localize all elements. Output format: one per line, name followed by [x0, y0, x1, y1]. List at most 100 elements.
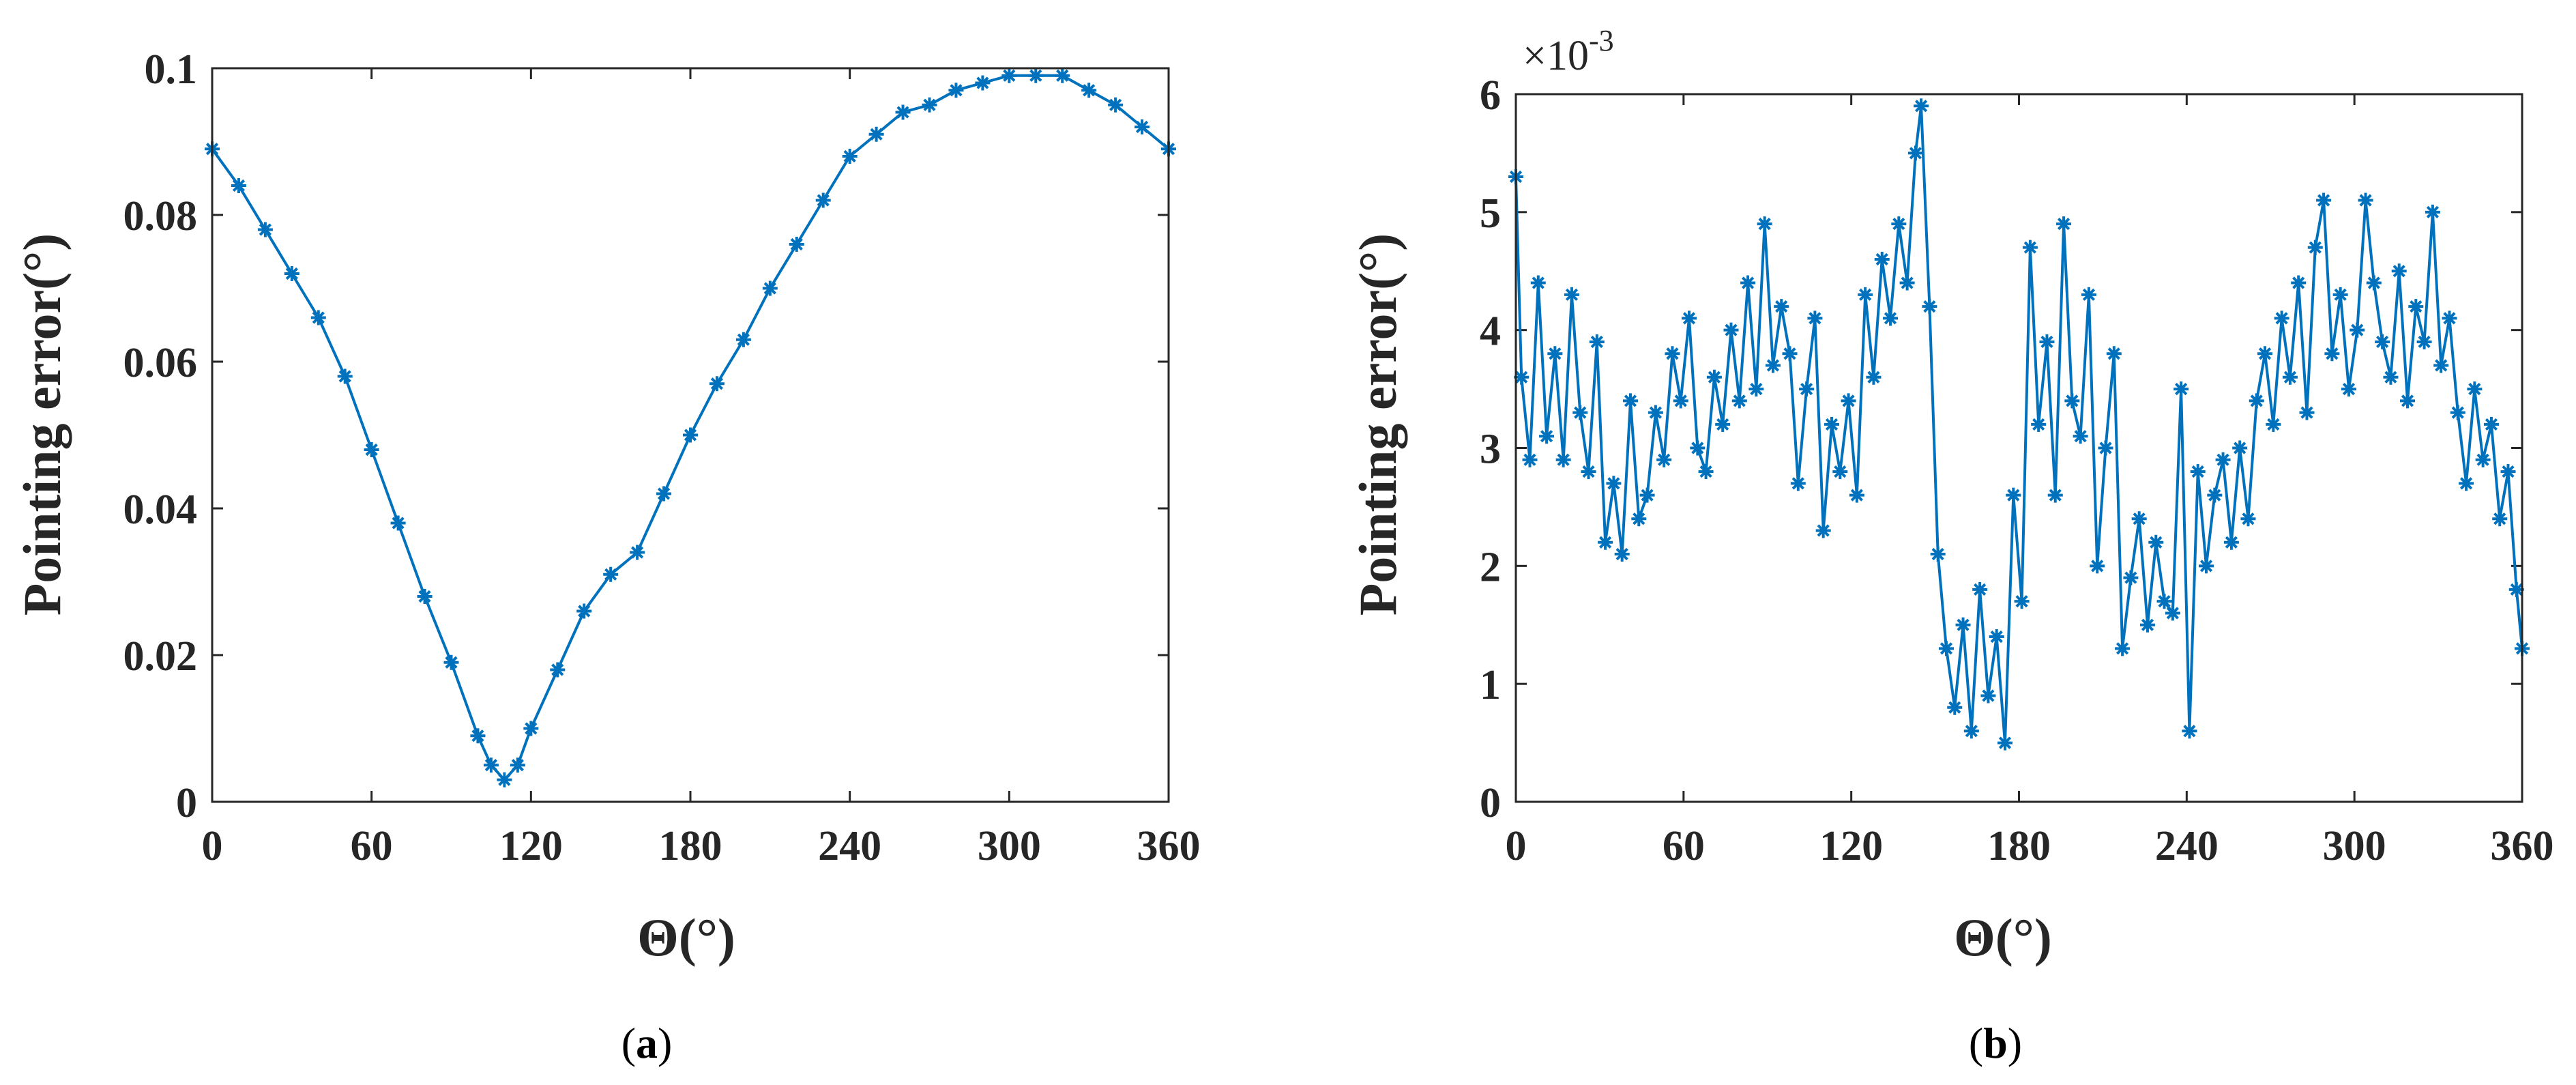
- y-tick-label: 0.02: [123, 633, 198, 680]
- data-point: [2182, 723, 2197, 739]
- chart-b-panel-label: (b): [1969, 1019, 2022, 1067]
- data-point: [2408, 299, 2424, 315]
- data-point: [2090, 558, 2105, 574]
- data-point: [1922, 299, 1937, 315]
- data-point: [1955, 617, 1971, 633]
- data-point: [2500, 464, 2516, 480]
- data-point: [2475, 452, 2491, 467]
- data-point: [310, 310, 326, 326]
- data-point: [2215, 452, 2231, 467]
- y-tick-label: 1: [1480, 662, 1501, 708]
- data-point: [1807, 310, 1823, 326]
- x-tick-label: 240: [2155, 823, 2219, 869]
- data-point: [1631, 511, 1647, 527]
- chart-b-axes-box: [1514, 93, 2523, 803]
- data-point: [1135, 119, 1150, 134]
- data-point: [550, 662, 566, 678]
- data-point: [2442, 310, 2457, 326]
- data-point: [1673, 393, 1688, 409]
- data-point: [2098, 440, 2113, 456]
- data-point: [2014, 594, 2030, 609]
- data-point: [1622, 393, 1638, 409]
- data-point: [2274, 310, 2289, 326]
- data-point: [1849, 487, 1864, 503]
- chart-b-y-tick-labels: 0 1 2 3 4 5 6: [1480, 72, 1501, 826]
- data-point: [2316, 192, 2332, 208]
- data-point: [1841, 393, 1856, 409]
- data-point: [1656, 452, 1672, 467]
- chart-b-x-tick-labels: 0 60 120 180 240 300 360: [1506, 823, 2554, 869]
- data-point: [2366, 275, 2382, 291]
- data-point: [1723, 322, 1739, 338]
- chart-a-axes-box: [211, 67, 1170, 803]
- data-point: [1899, 275, 1915, 291]
- data-point: [2483, 416, 2499, 432]
- data-point: [683, 427, 698, 443]
- data-point: [1774, 299, 1789, 315]
- data-point: [2416, 334, 2432, 349]
- data-point: [1639, 487, 1655, 503]
- x-tick-label: 0: [202, 823, 223, 869]
- data-point: [1572, 405, 1588, 420]
- data-point: [2341, 381, 2356, 397]
- data-point: [2022, 240, 2038, 255]
- y-tick-label: 0: [1480, 780, 1501, 826]
- data-point: [603, 566, 619, 582]
- data-point: [1938, 641, 1954, 656]
- data-point: [2391, 263, 2407, 279]
- data-point: [231, 178, 246, 193]
- data-point: [2425, 204, 2440, 220]
- data-point: [2006, 487, 2021, 503]
- data-point: [1757, 216, 1772, 232]
- x-tick-label: 360: [2491, 823, 2554, 869]
- chart-a-y-axis-label: Pointing error(°): [12, 233, 72, 616]
- data-point: [2131, 511, 2147, 527]
- chart-a-x-axis-label: Θ(°): [637, 908, 735, 967]
- data-point: [2156, 594, 2172, 609]
- data-point: [2282, 369, 2298, 385]
- data-point: [1547, 346, 1563, 362]
- data-point: [390, 515, 406, 531]
- data-point: [257, 222, 273, 237]
- data-point: [1972, 581, 1988, 597]
- data-point: [2433, 358, 2449, 373]
- data-point: [2400, 393, 2416, 409]
- data-point: [1614, 547, 1630, 562]
- data-point: [975, 75, 991, 91]
- x-tick-label: 180: [1987, 823, 2051, 869]
- data-point: [523, 721, 539, 736]
- data-point: [2240, 511, 2256, 527]
- data-point: [762, 280, 778, 296]
- data-point: [1539, 429, 1555, 444]
- data-point: [2291, 275, 2307, 291]
- chart-a-panel-label: (a): [621, 1019, 673, 1067]
- data-point: [922, 97, 937, 113]
- data-point: [2249, 393, 2264, 409]
- data-point: [1589, 334, 1605, 349]
- data-point: [948, 83, 964, 98]
- x-tick-label: 120: [1819, 823, 1883, 869]
- data-point: [1997, 735, 2013, 751]
- chart-a-y-tick-labels: 0 0.02 0.04 0.06 0.08 0.1: [123, 46, 198, 826]
- y-tick-label: 5: [1480, 190, 1501, 237]
- data-point: [1715, 416, 1731, 432]
- y-tick-label: 0.06: [123, 340, 198, 386]
- data-point: [1690, 440, 1706, 456]
- data-point: [2358, 192, 2373, 208]
- data-point: [1858, 287, 1873, 302]
- data-point: [1055, 68, 1070, 83]
- data-point: [1028, 68, 1044, 83]
- data-point: [2047, 487, 2063, 503]
- chart-b-x-axis-label: Θ(°): [1954, 908, 2052, 967]
- data-point: [2207, 487, 2223, 503]
- data-point: [1947, 699, 1963, 715]
- data-point: [1648, 405, 1663, 420]
- x-tick-label: 120: [499, 823, 563, 869]
- data-point: [1799, 381, 1815, 397]
- data-point: [1606, 476, 1622, 491]
- data-point: [576, 603, 592, 619]
- data-point: [789, 237, 804, 252]
- data-point: [1989, 629, 2004, 645]
- y-tick-label: 6: [1480, 72, 1501, 119]
- data-point: [656, 486, 672, 502]
